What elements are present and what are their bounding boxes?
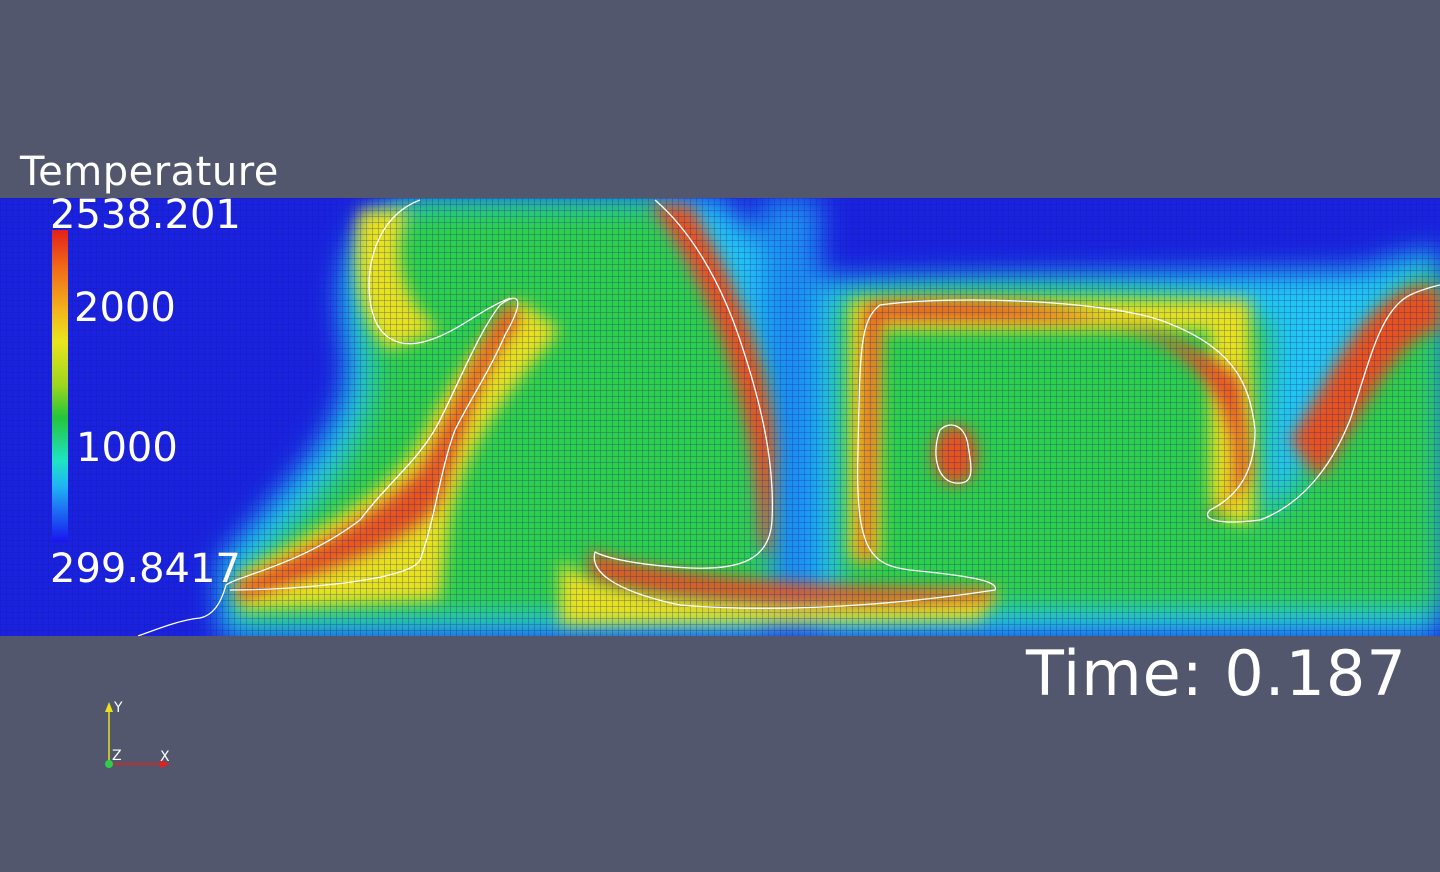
axis-z-label: Z bbox=[112, 748, 122, 764]
orientation-axes-icon bbox=[105, 702, 170, 768]
legend-min-label: 299.8417 bbox=[50, 546, 241, 592]
legend-tick-label: 1000 bbox=[76, 425, 178, 471]
color-scale-bar bbox=[52, 230, 68, 542]
axis-y-label: Y bbox=[114, 700, 123, 716]
mesh-overlay bbox=[0, 198, 1440, 636]
time-annotation: Time: 0.187 bbox=[1026, 637, 1407, 710]
axis-x-label: X bbox=[160, 749, 170, 765]
legend-tick-label: 2000 bbox=[74, 285, 176, 331]
legend-title: Temperature bbox=[20, 149, 279, 195]
orientation-axes-widget: Y Z X bbox=[96, 698, 186, 778]
isocontour-lines bbox=[137, 199, 1440, 636]
legend-max-label: 2538.201 bbox=[50, 192, 241, 238]
domain-slice bbox=[0, 198, 1440, 636]
